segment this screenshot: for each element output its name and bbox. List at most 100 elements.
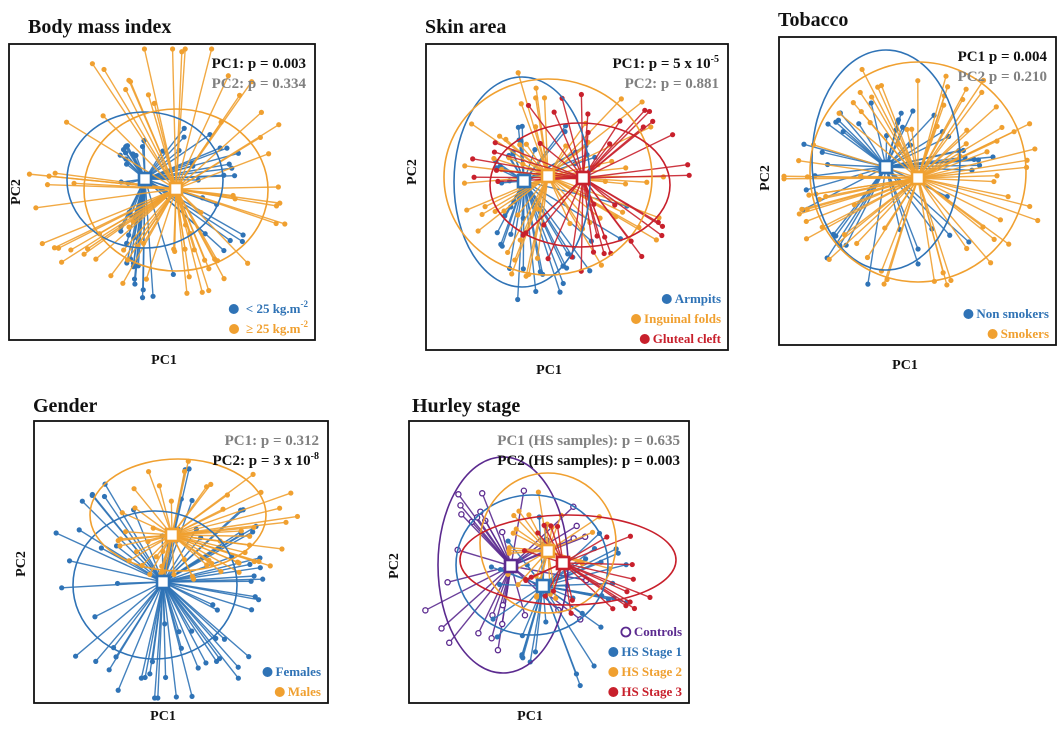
bmi-point <box>259 110 264 115</box>
tobacco-point <box>994 173 999 178</box>
bmi-point <box>221 276 226 281</box>
bmi-point <box>282 221 287 226</box>
tobacco-point <box>851 100 856 105</box>
hurley-point <box>543 593 548 598</box>
hurley-point <box>598 625 603 630</box>
tobacco-point <box>992 237 997 242</box>
tobacco-point <box>935 124 940 129</box>
gender-point <box>150 659 155 664</box>
hurley-legend-label: HS Stage 1 <box>621 644 682 659</box>
gender-point <box>162 621 167 626</box>
tobacco-point <box>827 257 832 262</box>
hurley-title: Hurley stage <box>412 395 520 417</box>
skin-point <box>498 242 503 247</box>
hurley-point <box>632 606 637 611</box>
skin-point <box>538 141 543 146</box>
skin-point <box>587 268 592 273</box>
bmi-spoke <box>176 187 278 189</box>
gender-point <box>196 665 201 670</box>
skin-legend-marker <box>640 334 650 344</box>
skin-point <box>491 156 496 161</box>
gender-point <box>147 572 152 577</box>
hurley-point <box>495 648 500 653</box>
skin-legend-item: Gluteal cleft <box>640 331 722 346</box>
gender-point <box>163 675 168 680</box>
bmi-point <box>108 273 113 278</box>
skin-point <box>535 256 540 261</box>
skin-point <box>659 233 664 238</box>
gender-point <box>236 560 241 565</box>
gender-point <box>190 574 195 579</box>
gender-series-1 <box>116 459 300 582</box>
gender-point <box>236 570 241 575</box>
tobacco-point <box>1011 129 1016 134</box>
bmi-point <box>221 248 226 253</box>
tobacco-point <box>979 90 984 95</box>
bmi-point <box>120 281 125 286</box>
hurley-point <box>533 649 538 654</box>
hurley-point <box>423 608 428 613</box>
tobacco-point <box>858 90 863 95</box>
tobacco-point <box>991 179 996 184</box>
bmi-point <box>170 46 175 51</box>
gender-point <box>260 577 265 582</box>
bmi-point <box>184 291 189 296</box>
hurley-point <box>526 512 531 517</box>
skin-point <box>602 251 607 256</box>
hurley-point <box>490 616 495 621</box>
tobacco-point <box>825 121 830 126</box>
tobacco-plot-area <box>781 50 1040 288</box>
gender-point <box>208 482 213 487</box>
bmi-point <box>231 193 236 198</box>
skin-point <box>612 202 617 207</box>
gender-plot-area <box>54 459 301 701</box>
tobacco-point <box>909 127 914 132</box>
tobacco-legend-marker <box>963 309 973 319</box>
tobacco-legend-marker <box>988 329 998 339</box>
gender-legend-label: Females <box>276 664 321 679</box>
gender-point <box>80 499 85 504</box>
bmi-point <box>121 147 126 152</box>
tobacco-spoke <box>918 178 951 280</box>
bmi-point <box>101 67 106 72</box>
gender-point <box>67 558 72 563</box>
hurley-legend-label: HS Stage 3 <box>621 684 682 699</box>
bmi-y-axis-label: PC2 <box>9 179 24 205</box>
skin-point <box>524 274 529 279</box>
gender-point <box>256 559 261 564</box>
gender-point <box>252 559 257 564</box>
gender-point <box>131 486 136 491</box>
gender-point <box>146 469 151 474</box>
bmi-point <box>144 277 149 282</box>
skin-point <box>564 265 569 270</box>
skin-point <box>503 137 508 142</box>
skin-point <box>515 212 520 217</box>
gender-point <box>288 490 293 495</box>
hurley-pvalue: PC2 (HS samples): p = 0.003 <box>497 453 680 469</box>
skin-point <box>586 130 591 135</box>
skin-point <box>599 263 604 268</box>
gender-point <box>123 529 128 534</box>
skin-point <box>495 230 500 235</box>
bmi-point <box>171 246 176 251</box>
tobacco-pvalue: PC1 p = 0.004 <box>958 49 1048 65</box>
hurley-point <box>604 534 609 539</box>
skin-centroid <box>542 170 554 182</box>
gender-point <box>120 510 125 515</box>
gender-point <box>182 469 187 474</box>
skin-point <box>545 256 550 261</box>
skin-legend-label: Armpits <box>675 291 721 306</box>
skin-point <box>687 173 692 178</box>
tobacco-point <box>944 282 949 287</box>
bmi-point <box>27 172 32 177</box>
bmi-point <box>142 46 147 51</box>
gender-point <box>215 607 220 612</box>
gender-point <box>73 654 78 659</box>
skin-pvalue: PC2: p = 0.881 <box>625 76 719 92</box>
gender-title: Gender <box>33 395 98 417</box>
tobacco-point <box>941 103 946 108</box>
gender-point <box>247 534 252 539</box>
bmi-point <box>93 257 98 262</box>
hurley-point <box>489 636 494 641</box>
bmi-point <box>140 144 145 149</box>
